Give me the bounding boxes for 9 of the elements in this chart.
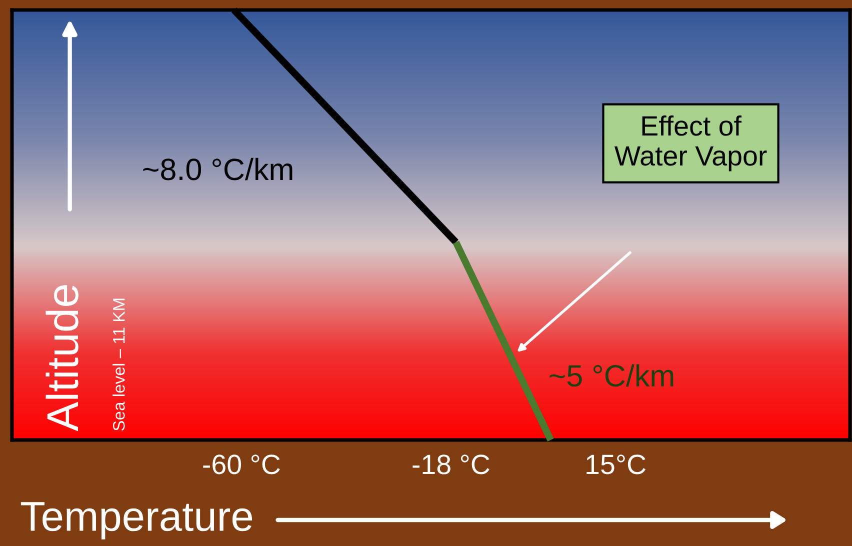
annotation: ~8.0 °C/km [143, 158, 292, 180]
annotation: Effect of Water Vapor [614, 115, 767, 172]
x-tick-label: -60 °C [203, 454, 280, 474]
annotation: ~5 °C/km [550, 364, 674, 387]
y-axis-title: Altitude [46, 285, 78, 432]
x-tick-label: 15°C [586, 454, 646, 474]
x-tick-label: -18 °C [412, 454, 490, 474]
x-axis-title: Temperature [20, 502, 252, 540]
annotation: Sea level – 11 KM [112, 298, 125, 431]
